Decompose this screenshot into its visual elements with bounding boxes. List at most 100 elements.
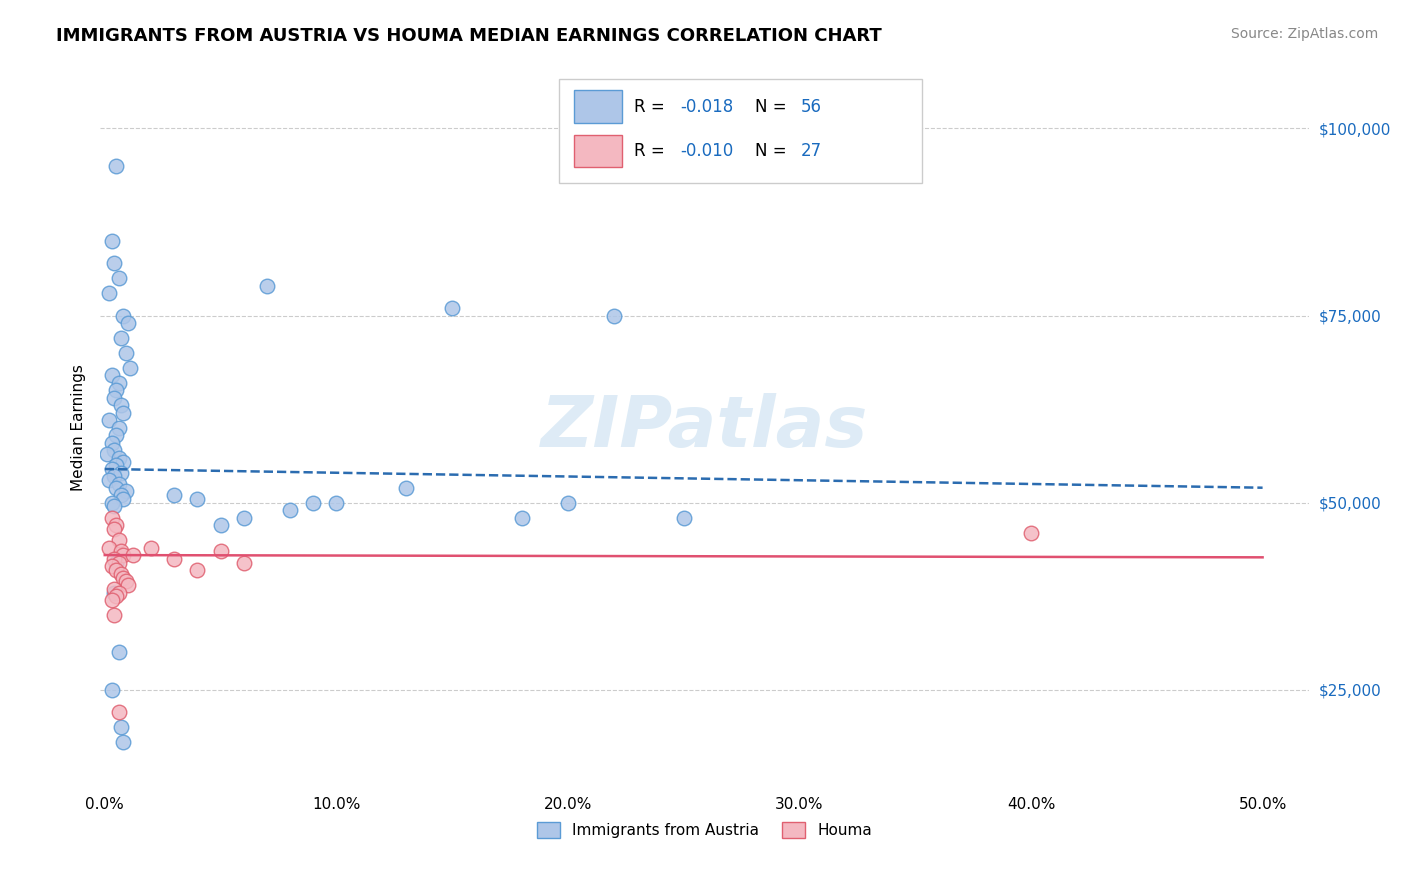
Point [107, 271, 129, 285]
Point [510, 510, 533, 524]
Point [103, 585, 125, 599]
Point [209, 518, 232, 533]
Point [107, 421, 129, 435]
Point [105, 563, 128, 577]
Point [105, 458, 128, 473]
FancyBboxPatch shape [560, 79, 922, 184]
Point [112, 454, 135, 468]
Point [107, 585, 129, 599]
Point [325, 496, 347, 510]
Point [96, 447, 118, 461]
Point [232, 510, 254, 524]
Point [110, 566, 132, 581]
Point [139, 541, 162, 555]
Point [103, 256, 125, 270]
Point [98, 413, 121, 427]
Point [100, 682, 122, 697]
Point [121, 548, 143, 562]
Point [100, 510, 122, 524]
Point [186, 491, 208, 506]
Point [103, 469, 125, 483]
Point [105, 428, 128, 442]
Point [100, 559, 122, 574]
Point [186, 563, 208, 577]
Point [98, 286, 121, 301]
Point [112, 491, 135, 506]
Point [302, 496, 325, 510]
Point [103, 500, 125, 514]
Point [112, 406, 135, 420]
Point [100, 593, 122, 607]
Point [103, 522, 125, 536]
Point [163, 488, 186, 502]
Point [103, 391, 125, 405]
Point [163, 551, 186, 566]
Text: -0.010: -0.010 [681, 142, 734, 161]
Point [110, 488, 132, 502]
Point [395, 481, 418, 495]
Point [103, 443, 125, 458]
Point [107, 477, 129, 491]
Point [105, 384, 128, 398]
Text: R =: R = [634, 97, 671, 116]
Text: N =: N = [755, 142, 792, 161]
Point [110, 720, 132, 734]
Point [114, 346, 136, 360]
Point [100, 368, 122, 383]
Y-axis label: Median Earnings: Median Earnings [72, 365, 86, 491]
Point [603, 309, 626, 323]
Point [105, 518, 128, 533]
Point [100, 462, 122, 476]
Text: IMMIGRANTS FROM AUSTRIA VS HOUMA MEDIAN EARNINGS CORRELATION CHART: IMMIGRANTS FROM AUSTRIA VS HOUMA MEDIAN … [56, 27, 882, 45]
FancyBboxPatch shape [574, 135, 623, 168]
Text: Source: ZipAtlas.com: Source: ZipAtlas.com [1230, 27, 1378, 41]
Point [107, 706, 129, 720]
Point [100, 435, 122, 450]
Point [105, 159, 128, 173]
Point [103, 551, 125, 566]
Point [107, 450, 129, 465]
Point [107, 533, 129, 548]
Text: 56: 56 [801, 97, 823, 116]
Legend: Immigrants from Austria, Houma: Immigrants from Austria, Houma [531, 816, 879, 844]
Point [110, 331, 132, 345]
Point [114, 484, 136, 499]
Text: ZIPatlas: ZIPatlas [541, 393, 868, 462]
Point [209, 544, 232, 558]
Point [256, 278, 278, 293]
Point [107, 645, 129, 659]
Point [107, 556, 129, 570]
Point [672, 510, 695, 524]
Point [232, 556, 254, 570]
Text: N =: N = [755, 97, 792, 116]
Point [103, 582, 125, 596]
Point [110, 466, 132, 480]
Point [117, 316, 139, 330]
Point [117, 578, 139, 592]
Point [112, 548, 135, 562]
Point [100, 234, 122, 248]
Point [110, 544, 132, 558]
Point [441, 301, 464, 315]
Text: -0.018: -0.018 [681, 97, 734, 116]
Point [112, 309, 135, 323]
Point [105, 481, 128, 495]
Point [1019, 525, 1042, 540]
Point [105, 556, 128, 570]
FancyBboxPatch shape [574, 90, 623, 123]
Point [98, 541, 121, 555]
Text: R =: R = [634, 142, 671, 161]
Point [107, 376, 129, 390]
Point [120, 360, 142, 375]
Point [98, 473, 121, 487]
Point [557, 496, 579, 510]
Point [105, 589, 128, 603]
Point [114, 574, 136, 589]
Point [112, 735, 135, 749]
Text: 27: 27 [801, 142, 823, 161]
Point [112, 570, 135, 584]
Point [110, 398, 132, 412]
Point [100, 496, 122, 510]
Point [103, 607, 125, 622]
Point [278, 503, 301, 517]
